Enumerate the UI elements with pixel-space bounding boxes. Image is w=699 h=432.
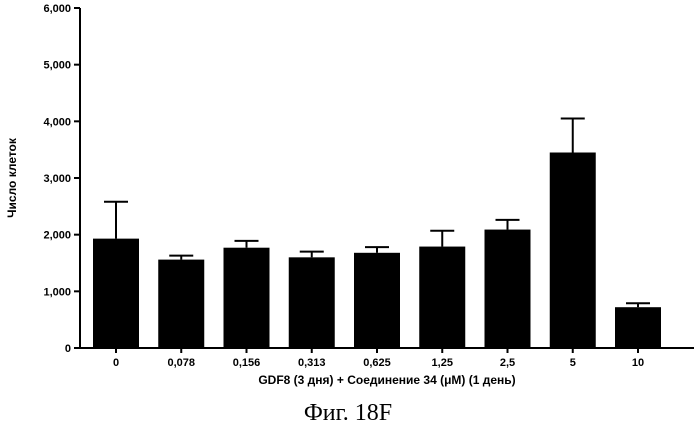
bar <box>550 153 596 349</box>
y-tick-label: 3,000 <box>43 173 71 185</box>
bar <box>93 239 139 348</box>
bar <box>485 230 531 348</box>
y-axis-label: Число клеток <box>5 137 19 218</box>
x-tick-label: 2,5 <box>500 357 515 369</box>
x-tick-label: 0,313 <box>298 357 326 369</box>
y-ticks: 0 1,000 2,000 3,000 4,000 5,000 6,000 <box>43 3 80 355</box>
bar <box>224 248 270 348</box>
x-axis-label: GDF8 (3 дня) + Соединение 34 (μM) (1 ден… <box>258 373 515 387</box>
x-tick-label: 0 <box>113 357 119 369</box>
x-tick-label: 10 <box>632 357 644 369</box>
y-tick-label: 6,000 <box>43 3 71 15</box>
x-tick-label: 5 <box>570 357 576 369</box>
bar <box>289 257 335 348</box>
x-tick-label: 1,25 <box>432 357 453 369</box>
bar <box>354 253 400 348</box>
x-ticks: 0 0,078 0,156 0,313 0,625 1,25 2,5 5 10 <box>113 348 644 369</box>
bar <box>419 247 465 348</box>
x-tick-label: 0,156 <box>233 357 261 369</box>
y-tick-label: 1,000 <box>43 286 71 298</box>
bar <box>615 307 661 348</box>
y-tick-label: 4,000 <box>43 116 71 128</box>
x-tick-label: 0,078 <box>167 357 195 369</box>
y-tick-label: 5,000 <box>43 60 71 72</box>
bar <box>158 260 204 348</box>
y-tick-label: 2,000 <box>43 230 71 242</box>
y-tick-label: 0 <box>65 343 71 355</box>
x-tick-label: 0,625 <box>363 357 391 369</box>
figure-caption: Фиг. 18F <box>304 400 392 426</box>
